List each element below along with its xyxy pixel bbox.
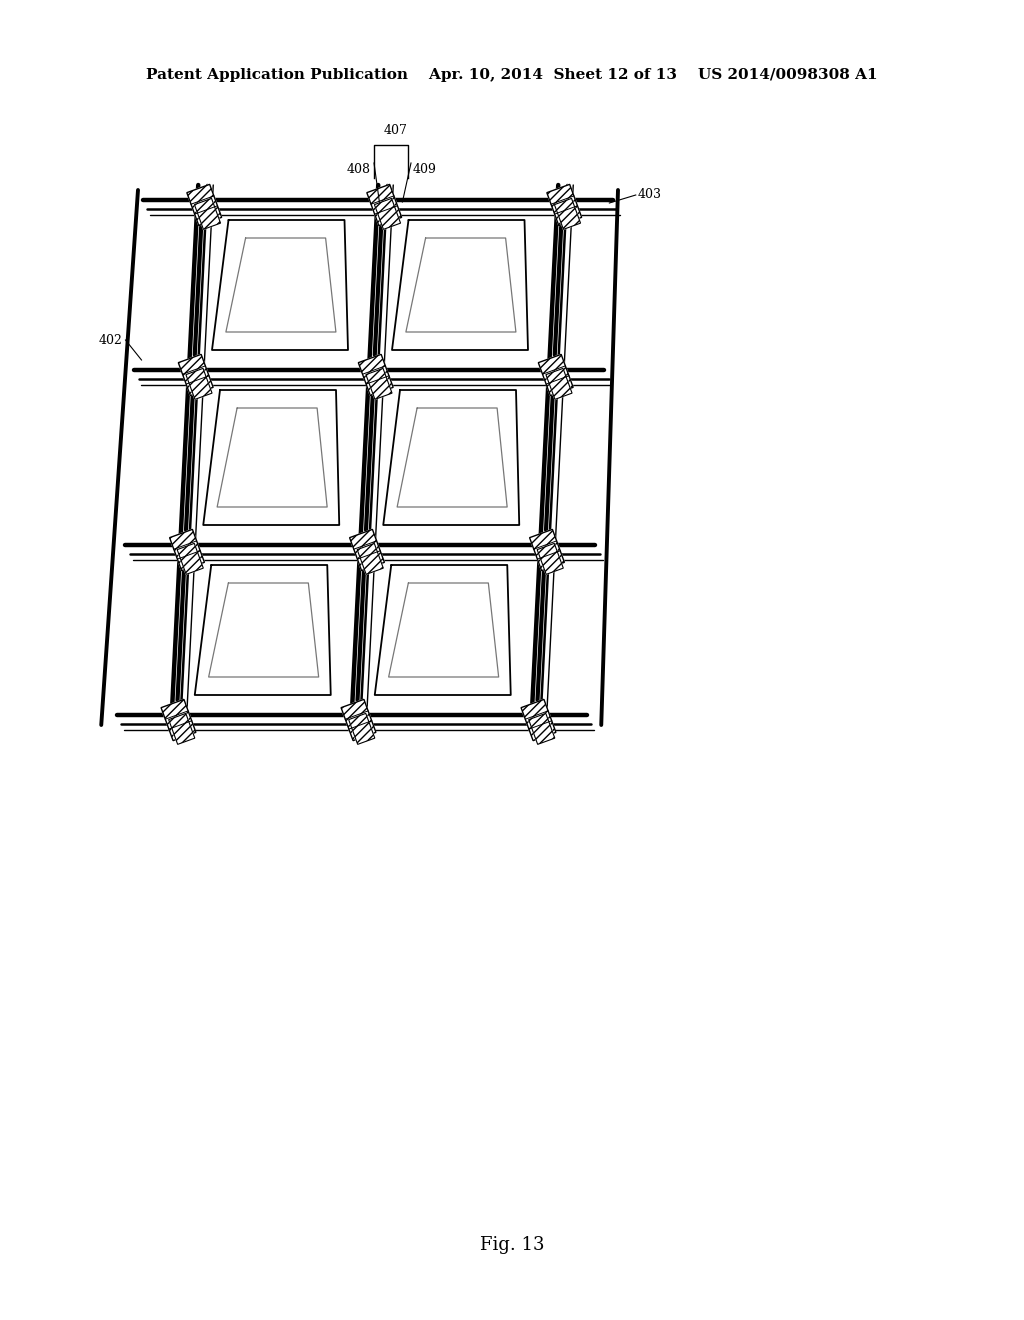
Polygon shape xyxy=(169,713,195,744)
Polygon shape xyxy=(161,700,196,741)
Text: 409: 409 xyxy=(413,162,437,176)
Polygon shape xyxy=(528,713,555,744)
Text: Fig. 13: Fig. 13 xyxy=(480,1236,544,1254)
Polygon shape xyxy=(341,700,376,741)
Polygon shape xyxy=(367,185,401,226)
Polygon shape xyxy=(169,713,195,744)
Polygon shape xyxy=(195,198,220,230)
Polygon shape xyxy=(358,354,393,396)
Polygon shape xyxy=(375,198,400,230)
Text: 402: 402 xyxy=(98,334,123,346)
Polygon shape xyxy=(195,565,331,696)
Polygon shape xyxy=(547,185,582,226)
Text: 407: 407 xyxy=(384,124,408,137)
Text: 403: 403 xyxy=(638,189,662,202)
Polygon shape xyxy=(538,544,563,574)
Polygon shape xyxy=(366,368,392,400)
Polygon shape xyxy=(341,700,376,741)
Polygon shape xyxy=(186,185,221,226)
Polygon shape xyxy=(348,713,375,744)
Polygon shape xyxy=(529,529,564,570)
Polygon shape xyxy=(349,529,384,570)
Polygon shape xyxy=(546,368,572,400)
Polygon shape xyxy=(358,354,393,396)
Polygon shape xyxy=(203,389,339,525)
Polygon shape xyxy=(554,198,581,230)
Polygon shape xyxy=(178,354,213,396)
Polygon shape xyxy=(212,220,348,350)
Text: Patent Application Publication    Apr. 10, 2014  Sheet 12 of 13    US 2014/00983: Patent Application Publication Apr. 10, … xyxy=(146,69,878,82)
Polygon shape xyxy=(547,185,582,226)
Polygon shape xyxy=(539,354,573,396)
Polygon shape xyxy=(528,713,555,744)
Polygon shape xyxy=(357,544,383,574)
Polygon shape xyxy=(161,700,196,741)
Polygon shape xyxy=(392,220,528,350)
Polygon shape xyxy=(178,354,213,396)
Polygon shape xyxy=(554,198,581,230)
Polygon shape xyxy=(348,713,375,744)
Polygon shape xyxy=(375,565,511,696)
Polygon shape xyxy=(357,544,383,574)
Polygon shape xyxy=(521,700,556,741)
Polygon shape xyxy=(170,529,205,570)
Polygon shape xyxy=(170,529,205,570)
Polygon shape xyxy=(177,544,204,574)
Polygon shape xyxy=(186,368,212,400)
Polygon shape xyxy=(366,368,392,400)
Polygon shape xyxy=(546,368,572,400)
Text: 408: 408 xyxy=(347,162,371,176)
Polygon shape xyxy=(195,198,220,230)
Polygon shape xyxy=(349,529,384,570)
Polygon shape xyxy=(521,700,556,741)
Polygon shape xyxy=(186,185,221,226)
Polygon shape xyxy=(186,368,212,400)
Polygon shape xyxy=(367,185,401,226)
Polygon shape xyxy=(383,389,519,525)
Polygon shape xyxy=(177,544,204,574)
Polygon shape xyxy=(538,544,563,574)
Polygon shape xyxy=(529,529,564,570)
Polygon shape xyxy=(539,354,573,396)
Polygon shape xyxy=(375,198,400,230)
